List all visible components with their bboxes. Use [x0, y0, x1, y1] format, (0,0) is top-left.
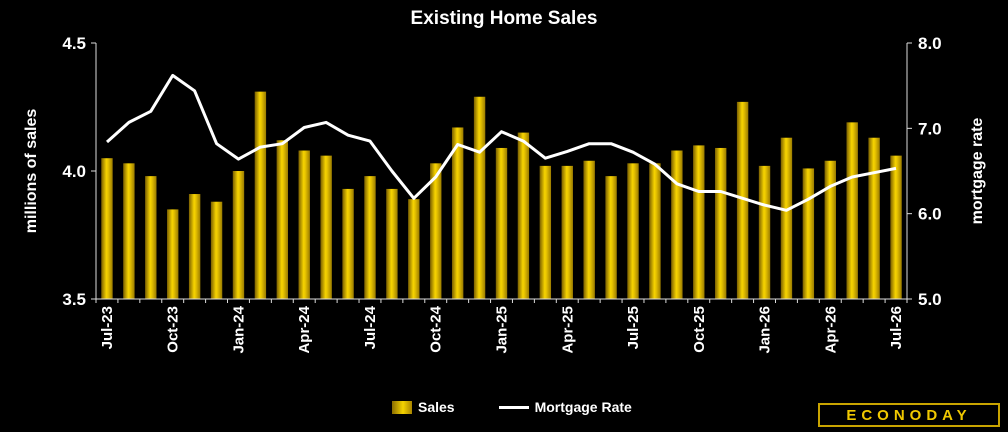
x-tick-label: Oct-25 [691, 306, 708, 353]
left-axis-title: millions of sales [23, 109, 40, 234]
x-tick-label: Jul-23 [99, 306, 116, 349]
sales-bar-May-24 [320, 155, 332, 299]
legend-rate-label: Mortgage Rate [534, 399, 632, 415]
sales-bar-Apr-24 [298, 150, 310, 299]
sales-bar-Nov-23 [188, 194, 201, 299]
sales-bar-Apr-25 [561, 165, 573, 299]
sales-bar-Aug-23 [123, 163, 135, 299]
sales-bar-May-25 [583, 160, 595, 299]
sales-bar-Aug-24 [386, 188, 398, 299]
sales-bar-Jul-24 [364, 176, 376, 299]
x-tick-label: Jul-26 [888, 306, 905, 349]
right-tick-label: 5.0 [918, 290, 942, 309]
right-tick-label: 6.0 [918, 205, 942, 224]
sales-bar-Dec-25 [736, 101, 749, 299]
sales-bar-Aug-25 [649, 163, 661, 299]
left-tick-label: 4.0 [62, 162, 86, 181]
chart-legend: Sales Mortgage Rate [392, 399, 632, 415]
sales-bar-Sep-25 [671, 150, 683, 299]
sales-bar-Dec-23 [210, 201, 223, 299]
x-tick-label: Jan-26 [757, 306, 774, 354]
chart-title: Existing Home Sales [410, 8, 598, 29]
legend-sales-swatch [392, 400, 412, 414]
right-axis-title: mortgage rate [969, 118, 986, 225]
x-tick-label: Jul-25 [625, 306, 642, 349]
sales-bar-Sep-23 [145, 176, 157, 299]
sales-bar-Oct-25 [693, 145, 705, 299]
sales-bar-Jun-26 [868, 137, 880, 299]
sales-bar-Dec-24 [473, 96, 486, 299]
x-tick-label: Jan-25 [494, 306, 511, 354]
right-tick-label: 7.0 [918, 119, 942, 138]
left-tick-label: 3.5 [62, 290, 86, 309]
x-tick-label: Jan-24 [230, 305, 247, 353]
sales-bar-Jul-25 [627, 163, 639, 299]
sales-bar-Jan-25 [495, 147, 508, 299]
legend-sales-label: Sales [418, 399, 455, 415]
sales-bar-Jan-24 [232, 171, 245, 299]
mortgage-rate-line [105, 73, 897, 212]
sales-bar-Feb-25 [517, 132, 530, 299]
sales-bar-Jun-25 [605, 176, 617, 299]
x-tick-label: Oct-23 [165, 306, 182, 353]
sales-bar-Sep-24 [408, 199, 420, 299]
left-tick-label: 4.5 [62, 34, 86, 53]
sales-bar-Feb-24 [254, 91, 267, 299]
x-tick-label: Apr-26 [822, 306, 839, 354]
sales-bar-Jul-26 [890, 155, 902, 299]
sales-bar-Jul-23 [101, 158, 113, 299]
sales-bar-Mar-25 [539, 165, 552, 299]
x-tick-label: Jul-24 [362, 305, 379, 349]
sales-bar-Mar-24 [276, 140, 289, 299]
sales-bar-Oct-23 [167, 209, 179, 299]
sales-bar-Feb-26 [780, 137, 793, 299]
sales-bar-Jun-24 [342, 188, 354, 299]
x-tick-label: Oct-24 [428, 305, 445, 352]
x-tick-label: Apr-25 [559, 306, 576, 354]
sales-bar-Oct-24 [430, 163, 442, 299]
x-tick-label: Apr-24 [296, 305, 313, 353]
sales-bar-Nov-25 [714, 147, 727, 299]
right-tick-label: 8.0 [918, 34, 942, 53]
sales-bar-Nov-24 [451, 127, 464, 299]
sales-bar-Mar-26 [802, 168, 815, 299]
sales-bar-Jan-26 [758, 165, 771, 299]
econoday-logo: ECONODAY [818, 403, 1000, 427]
sales-bar-Apr-26 [824, 160, 836, 299]
legend-rate-swatch [498, 405, 529, 409]
sales-bar-May-26 [846, 122, 858, 299]
